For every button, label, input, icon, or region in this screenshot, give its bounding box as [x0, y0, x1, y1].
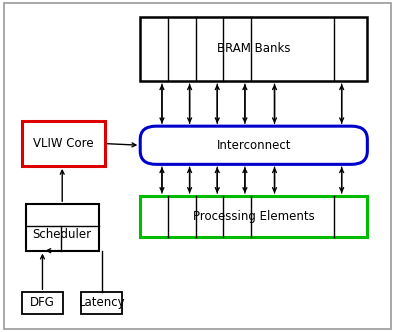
- Bar: [22, 292, 63, 314]
- Text: Interconnect: Interconnect: [216, 139, 291, 152]
- Text: Latency: Latency: [78, 296, 125, 309]
- Text: Scheduler: Scheduler: [33, 228, 92, 241]
- Text: DFG: DFG: [30, 296, 55, 309]
- Text: BRAM Banks: BRAM Banks: [217, 42, 291, 55]
- Text: Processing Elements: Processing Elements: [193, 210, 315, 223]
- Bar: [140, 17, 367, 81]
- FancyBboxPatch shape: [140, 126, 367, 164]
- Bar: [81, 292, 122, 314]
- Text: VLIW Core: VLIW Core: [33, 137, 94, 150]
- Bar: [140, 196, 367, 237]
- Bar: [22, 121, 105, 166]
- Bar: [26, 204, 99, 251]
